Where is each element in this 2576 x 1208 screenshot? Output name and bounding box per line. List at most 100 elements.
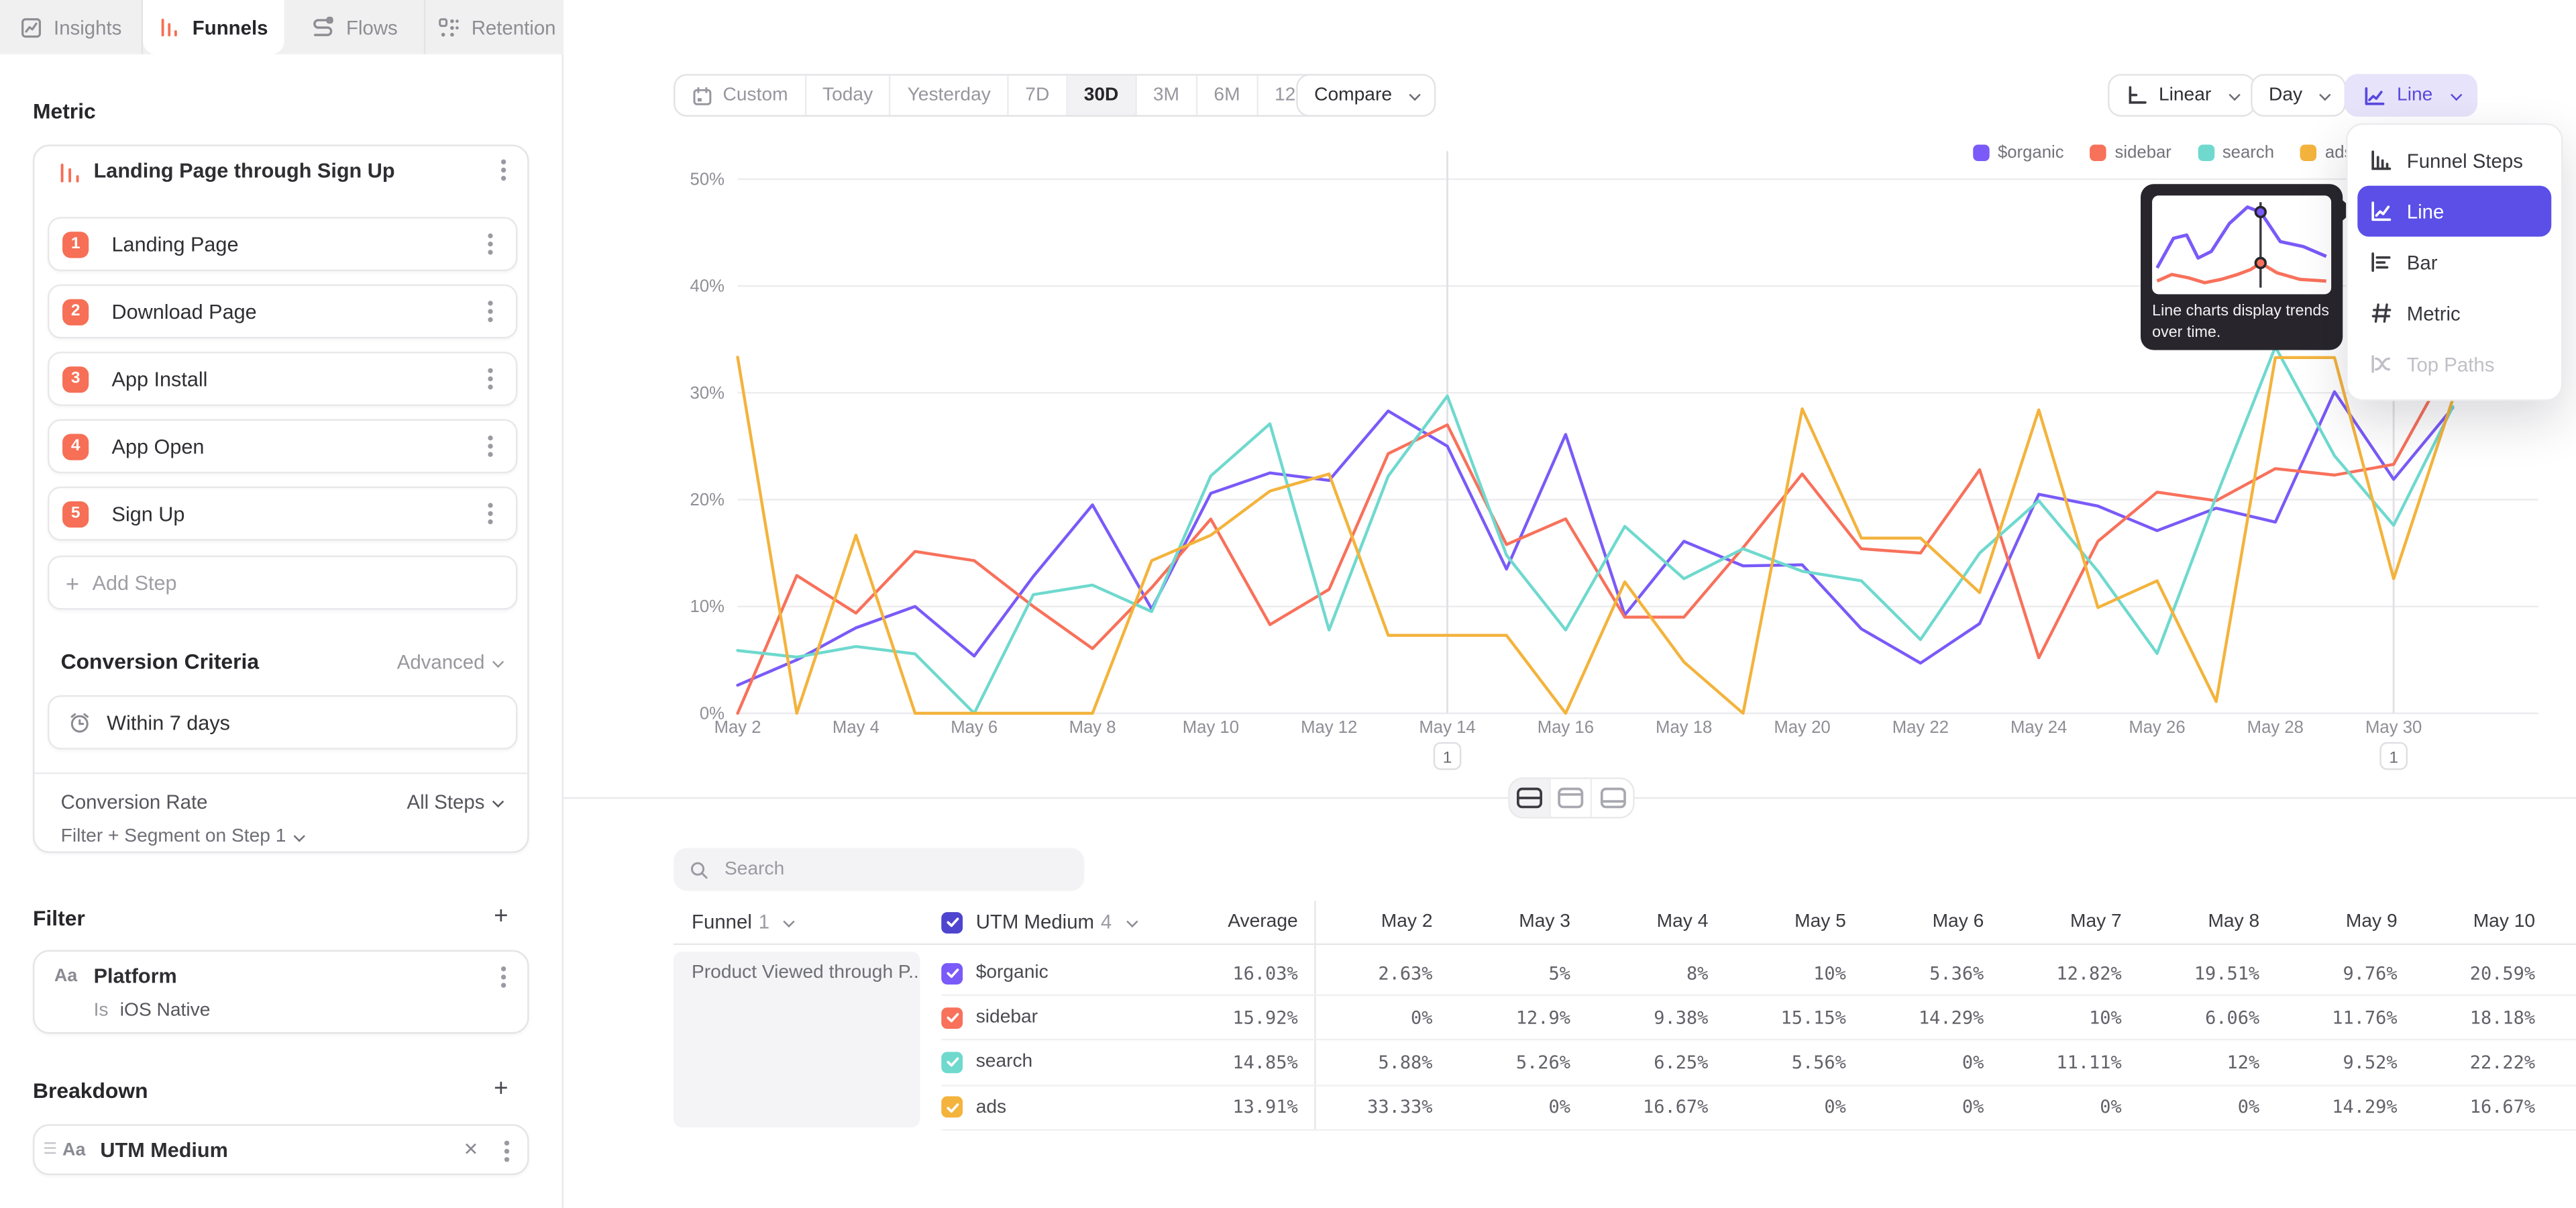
range-7d[interactable]: 7D (1009, 76, 1067, 115)
table-row-search[interactable]: search14.85%5.88%5.26%6.25%5.56%0%11.11%… (941, 1041, 2576, 1086)
funnel-step-3[interactable]: 3App Install (48, 352, 517, 406)
row-checkbox[interactable] (941, 1007, 963, 1029)
funnel-column-dropdown[interactable]: Funnel 1 (692, 901, 792, 944)
table-only-view-button[interactable] (1592, 779, 1633, 817)
step-kebab-icon[interactable] (488, 511, 492, 516)
step-label: Download Page (112, 300, 257, 323)
filter-card[interactable]: Aa Platform Is iOS Native (33, 950, 529, 1034)
menu-item-label: Bar (2407, 250, 2438, 273)
line-chart-icon (2363, 83, 2387, 108)
range-label: Custom (723, 85, 788, 105)
drag-handle-icon[interactable] (44, 1147, 56, 1149)
funnel-column-count: 1 (759, 911, 769, 934)
tab-retention[interactable]: Retention (426, 0, 567, 54)
step-number-badge: 3 (62, 366, 89, 392)
row-checkbox[interactable] (941, 962, 963, 984)
funnel-column-label: Funnel (692, 911, 752, 934)
granularity-button[interactable]: Day (2251, 74, 2347, 117)
chevron-down-icon (294, 829, 305, 841)
average-column-header: Average (1150, 901, 1297, 944)
step-label: Sign Up (112, 502, 185, 525)
split-view-button[interactable] (1510, 779, 1551, 817)
row-value: 5.88% (1314, 1052, 1432, 1073)
scale-label: Linear (2159, 85, 2211, 105)
row-value: 16.67% (1570, 1097, 1708, 1118)
range-label: Yesterday (908, 85, 991, 105)
funnel-step-2[interactable]: 2Download Page (48, 285, 517, 339)
annotation-badge[interactable]: 1 (1434, 743, 1460, 769)
report-tab-bar: InsightsFunnelsFlowsRetention (0, 0, 567, 54)
table-header-divider (674, 944, 2576, 945)
row-value: 12% (2122, 1052, 2259, 1073)
table-row-organic[interactable]: $organic16.03%2.63%5%8%10%5.36%12.82%19.… (941, 952, 2576, 997)
breakdown-card[interactable]: Aa UTM Medium ✕ (33, 1124, 529, 1175)
chart-only-view-button[interactable] (1551, 779, 1592, 817)
tab-funnels[interactable]: Funnels (142, 0, 283, 54)
x-axis-tick: May 16 (1538, 718, 1594, 737)
add-breakdown-button[interactable]: + (488, 1076, 514, 1103)
row-average: 15.92% (1232, 1007, 1314, 1029)
table-row-ads[interactable]: ads13.91%33.33%0%16.67%0%0%0%0%14.29%16.… (941, 1086, 2576, 1131)
annotation-badge[interactable]: 1 (2381, 743, 2407, 769)
advanced-dropdown[interactable]: Advanced (397, 651, 501, 674)
range-custom[interactable]: Custom (676, 76, 806, 115)
search-input[interactable] (721, 858, 1069, 880)
plus-icon: + (66, 570, 79, 596)
tab-flows[interactable]: Flows (283, 0, 425, 54)
step-kebab-icon[interactable] (488, 309, 492, 313)
conversion-rate-dropdown[interactable]: All Steps (407, 791, 500, 813)
menu-item-bar[interactable]: Bar (2357, 237, 2551, 288)
breakdown-column-dropdown[interactable]: UTM Medium 4 (941, 901, 1134, 944)
tooltip-text: Line charts display trends over time. (2152, 303, 2331, 344)
funnel-name-cell[interactable]: Product Viewed through P... (674, 952, 920, 1127)
range-6m[interactable]: 6M (1197, 76, 1258, 115)
row-checkbox[interactable] (941, 1097, 963, 1118)
funnel-menu-kebab-icon[interactable] (501, 168, 506, 172)
range-today[interactable]: Today (806, 76, 892, 115)
step-kebab-icon[interactable] (488, 376, 492, 381)
add-filter-button[interactable]: + (488, 904, 514, 930)
funnel-step-1[interactable]: 1Landing Page (48, 217, 517, 271)
x-axis-tick: May 24 (2010, 718, 2067, 737)
range-yesterday[interactable]: Yesterday (891, 76, 1009, 115)
funnel-step-4[interactable]: 4App Open (48, 419, 517, 473)
select-all-checkbox[interactable] (941, 911, 963, 933)
range-3m[interactable]: 3M (1136, 76, 1197, 115)
table-search[interactable] (674, 848, 1084, 891)
breakdown-kebab-icon[interactable] (504, 1149, 509, 1154)
tab-insights[interactable]: Insights (0, 0, 142, 54)
row-value: 5% (1433, 962, 1570, 984)
filter-operator: Is (94, 1001, 109, 1020)
compare-label: Compare (1314, 85, 1392, 105)
x-axis-tick: May 2 (714, 718, 761, 737)
chart-type-button[interactable]: Line (2345, 74, 2477, 117)
table-row-sidebar[interactable]: sidebar15.92%0%12.9%9.38%15.15%14.29%10%… (941, 997, 2576, 1042)
compare-button[interactable]: Compare (1296, 74, 1436, 117)
row-value: 0% (1433, 1097, 1570, 1118)
step-kebab-icon[interactable] (488, 242, 492, 246)
conversion-window-button[interactable]: Within 7 days (48, 695, 517, 750)
line-chart-preview (2152, 195, 2331, 294)
menu-item-metric[interactable]: Metric (2357, 288, 2551, 339)
row-label: $organic (976, 963, 1049, 983)
row-value: 5.26% (1433, 1052, 1570, 1073)
filter-kebab-icon[interactable] (501, 974, 506, 979)
string-property-icon: Aa (62, 1141, 85, 1160)
x-axis-tick: May 28 (2247, 718, 2304, 737)
filter-segment-dropdown[interactable]: Filter + Segment on Step 1 (61, 827, 303, 846)
x-axis-tick: May 22 (1892, 718, 1949, 737)
conversion-rate-value: All Steps (407, 791, 484, 813)
row-checkbox[interactable] (941, 1052, 963, 1073)
breakdown-property: UTM Medium (100, 1139, 227, 1162)
step-kebab-icon[interactable] (488, 444, 492, 448)
scale-button[interactable]: Linear (2108, 74, 2255, 117)
range-30d[interactable]: 30D (1067, 76, 1136, 115)
add-step-button[interactable]: + Add Step (48, 556, 517, 610)
menu-item-funnel-steps[interactable]: Funnel Steps (2357, 135, 2551, 186)
step-label: Landing Page (112, 233, 239, 256)
y-axis-tick: 40% (690, 277, 724, 296)
menu-item-line[interactable]: Line (2357, 186, 2551, 237)
funnel-step-5[interactable]: 5Sign Up (48, 487, 517, 541)
remove-breakdown-icon[interactable]: ✕ (464, 1139, 479, 1160)
flows-icon (310, 15, 335, 40)
